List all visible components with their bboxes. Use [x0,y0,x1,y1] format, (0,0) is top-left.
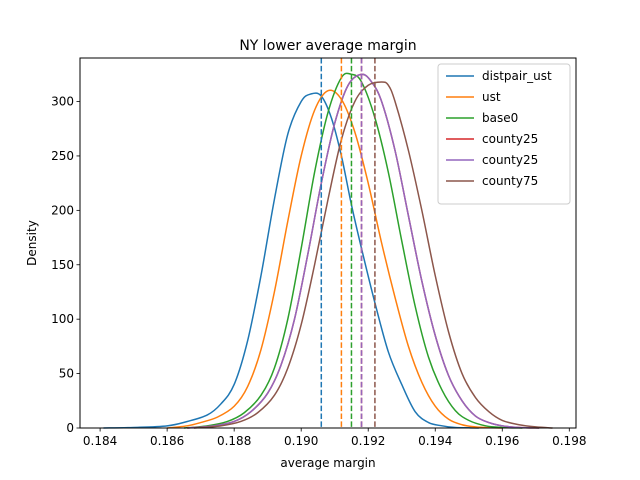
legend-label-ust-1: ust [482,90,501,104]
legend-label-county75-5: county75 [482,174,538,188]
y-tick-label: 300 [51,95,74,109]
legend-label-county25-3: county25 [482,132,538,146]
legend-label-county25-4: county25 [482,153,538,167]
x-tick-label: 0.190 [284,434,318,448]
x-tick-label: 0.188 [217,434,251,448]
x-tick-label: 0.184 [83,434,117,448]
x-tick-label: 0.186 [150,434,184,448]
legend-frame [437,63,571,205]
y-tick-label: 250 [51,149,74,163]
plot-frame [79,57,577,429]
y-tick-label: 200 [51,203,74,217]
x-axis: 0.184 0.186 0.188 0.190 0.192 0.194 0.196 0.198 [83,428,586,448]
y-tick-label: 50 [59,367,74,381]
x-tick-label: 0.192 [351,434,385,448]
y-axis: 0 50 100 150 200 250 300 [51,95,80,435]
legend-label-distpair-ust-0: distpair_ust [482,69,552,83]
x-tick-label: 0.198 [552,434,586,448]
y-tick-label: 150 [51,258,74,272]
x-tick-label: 0.194 [418,434,452,448]
x-tick-label: 0.196 [485,434,519,448]
chart-title: NY lower average margin [239,38,416,54]
y-tick-label: 0 [66,421,74,435]
plot-area [103,58,553,429]
series-line-distpair-ust-0 [103,92,479,429]
x-axis-label: average margin [280,456,375,470]
y-tick-label: 100 [51,312,74,326]
series-line-county75-5 [193,81,553,429]
series-line-county25-4 [187,73,540,429]
y-axis-label: Density [25,220,39,266]
legend-label-base0-2: base0 [482,111,518,125]
